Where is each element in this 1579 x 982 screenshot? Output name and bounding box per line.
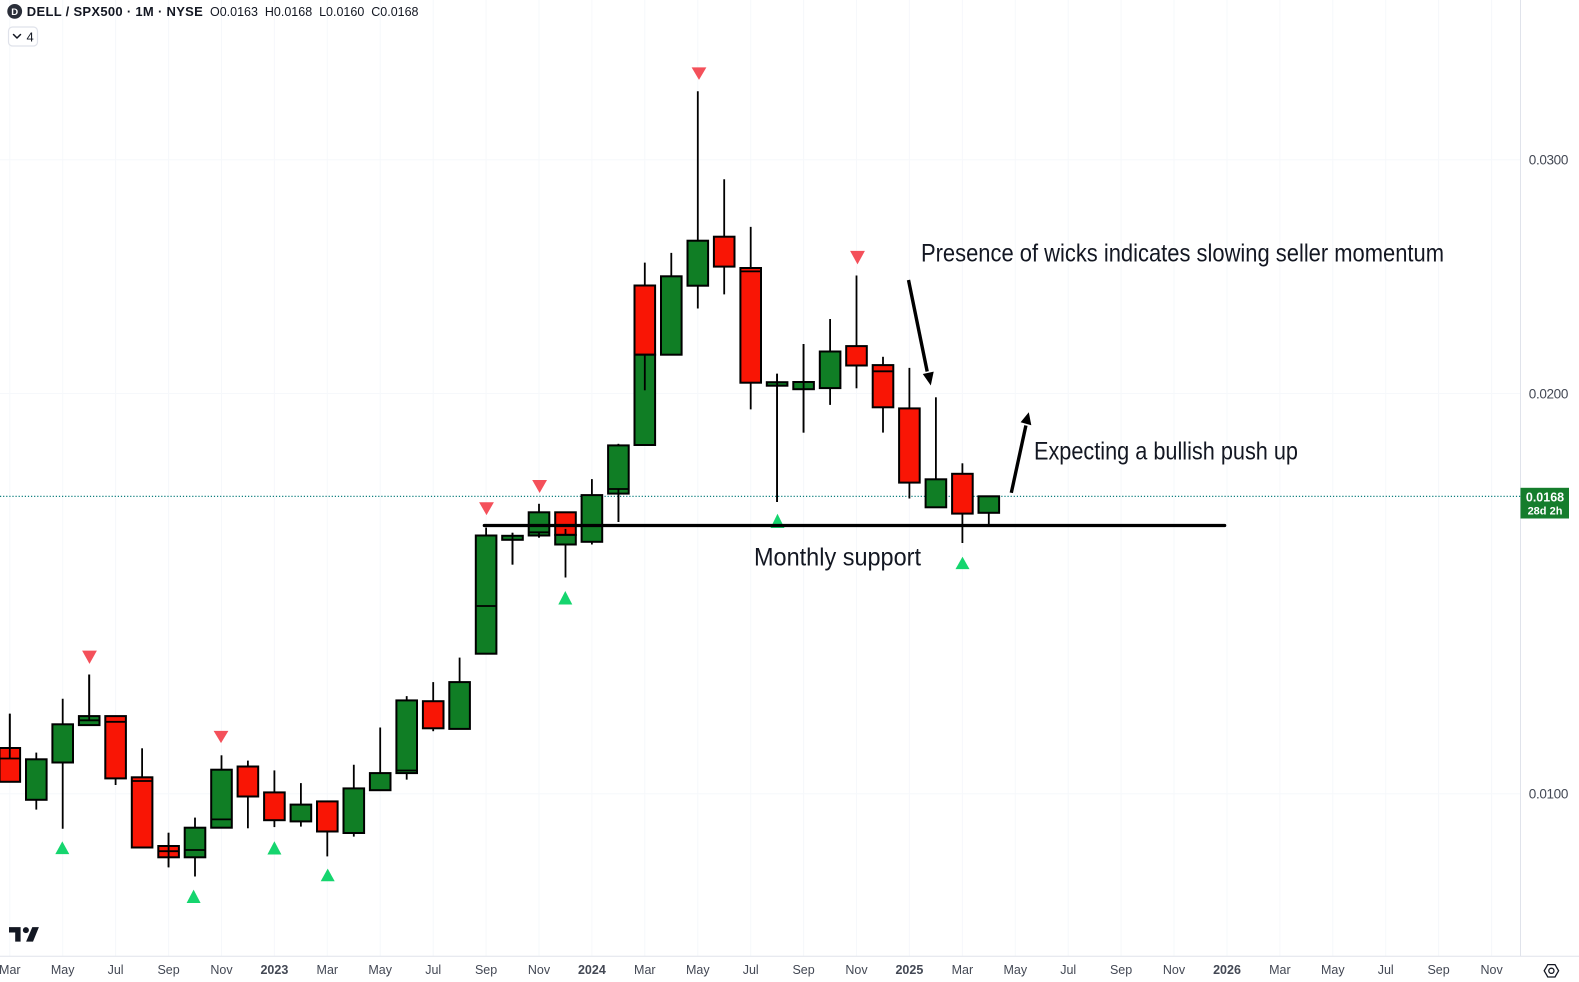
svg-text:D: D (11, 7, 18, 18)
svg-text:Jul: Jul (743, 963, 759, 977)
svg-text:2024: 2024 (578, 963, 606, 977)
svg-text:Expecting a bullish push up: Expecting a bullish push up (1034, 438, 1298, 466)
svg-text:Jul: Jul (1060, 963, 1076, 977)
svg-text:May: May (368, 963, 392, 977)
svg-text:Presence of wicks indicates sl: Presence of wicks indicates slowing sell… (921, 240, 1444, 268)
svg-text:Nov: Nov (845, 963, 868, 977)
svg-text:May: May (1003, 963, 1027, 977)
svg-text:Mar: Mar (1269, 963, 1291, 977)
svg-text:DELL / SPX500 · 1M · NYSE: DELL / SPX500 · 1M · NYSE (27, 4, 203, 19)
svg-text:Mar: Mar (317, 963, 339, 977)
svg-text:Jul: Jul (108, 963, 124, 977)
svg-text:28d 2h: 28d 2h (1528, 506, 1563, 518)
svg-text:May: May (686, 963, 710, 977)
svg-text:Nov: Nov (210, 963, 233, 977)
svg-text:Mar: Mar (634, 963, 656, 977)
svg-text:Sep: Sep (1110, 963, 1132, 977)
svg-text:Sep: Sep (475, 963, 497, 977)
svg-text:Nov: Nov (1480, 963, 1503, 977)
svg-text:Sep: Sep (792, 963, 814, 977)
svg-text:O0.0163 H0.0168 L0.0160 C0.: O0.0163 H0.0168 L0.0160 C0.0168 (210, 5, 419, 19)
svg-text:Sep: Sep (1427, 963, 1449, 977)
svg-text:May: May (51, 963, 75, 977)
svg-text:2025: 2025 (895, 963, 923, 977)
svg-text:Sep: Sep (157, 963, 179, 977)
svg-text:2026: 2026 (1213, 963, 1241, 977)
svg-text:Mar: Mar (952, 963, 974, 977)
svg-text:0.0100: 0.0100 (1529, 787, 1568, 802)
svg-text:Nov: Nov (1163, 963, 1186, 977)
svg-text:May: May (1321, 963, 1345, 977)
svg-text:Monthly support: Monthly support (754, 544, 921, 572)
svg-text:0.0200: 0.0200 (1529, 386, 1568, 401)
svg-text:Jul: Jul (1378, 963, 1394, 977)
svg-text:4: 4 (27, 29, 34, 44)
svg-text:Nov: Nov (528, 963, 551, 977)
svg-text:0.0300: 0.0300 (1529, 153, 1568, 168)
svg-text:0.0168: 0.0168 (1526, 491, 1564, 505)
svg-text:2023: 2023 (260, 963, 288, 977)
svg-text:Mar: Mar (0, 963, 21, 977)
svg-text:Jul: Jul (425, 963, 441, 977)
